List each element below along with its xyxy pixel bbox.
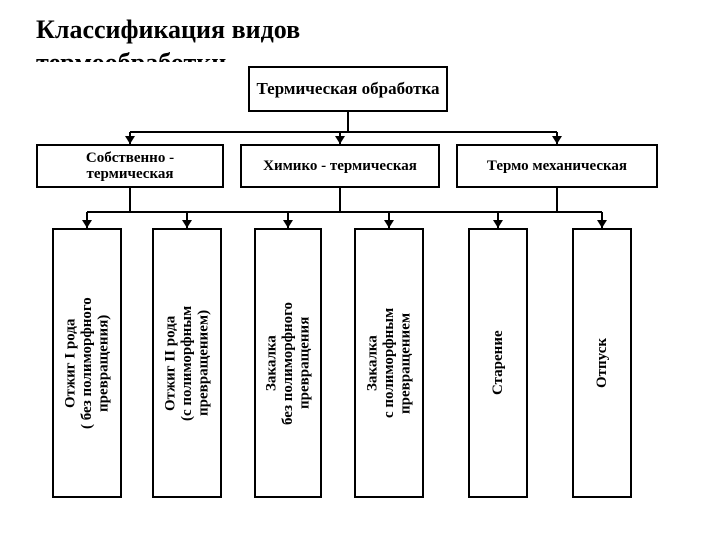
node-mid-3: Термо механическая (456, 144, 658, 188)
classification-diagram: Термическая обработка Собственно - терми… (28, 62, 692, 514)
node-mid-2: Химико - термическая (240, 144, 440, 188)
node-leaf-1: Отжиг I рода ( без полиморфного превраще… (52, 228, 122, 498)
node-leaf-5: Старение (468, 228, 528, 498)
node-leaf-2: Отжиг II рода (с полиморфным превращение… (152, 228, 222, 498)
node-leaf-6: Отпуск (572, 228, 632, 498)
node-root: Термическая обработка (248, 66, 448, 112)
node-mid-1: Собственно - термическая (36, 144, 224, 188)
node-leaf-3: Закалка без полиморфного превращения (254, 228, 322, 498)
node-leaf-4: Закалка с полиморфным превращением (354, 228, 424, 498)
